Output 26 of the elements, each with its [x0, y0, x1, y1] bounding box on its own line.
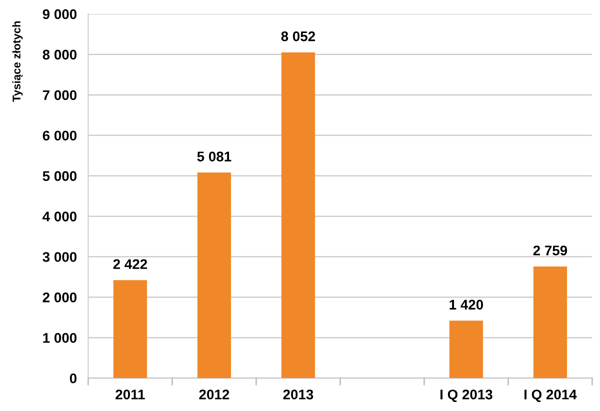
- y-tick-label: 0: [70, 373, 77, 384]
- y-tick-label: 1 000: [43, 332, 77, 343]
- y-tick-label: 4 000: [42, 212, 77, 222]
- data-label: 8 052: [281, 31, 316, 42]
- x-tick-label: 2011: [116, 390, 145, 400]
- data-label: 2 759: [533, 246, 568, 256]
- y-tick-label: 5 000: [42, 171, 77, 181]
- bar: [533, 266, 567, 378]
- data-label: 5 081: [197, 152, 232, 162]
- y-tick-label: 2 000: [42, 292, 77, 302]
- y-tick-label: 6 000: [42, 130, 77, 141]
- x-tick-label: I Q 2013: [440, 390, 492, 402]
- data-label: 2 422: [113, 259, 148, 269]
- data-label: 1 420: [450, 300, 484, 310]
- y-tick-label: 3 000: [42, 252, 77, 262]
- y-axis-title: Tysiące złotych: [12, 21, 23, 102]
- y-tick-label: 8 000: [42, 50, 77, 60]
- bar: [449, 320, 483, 378]
- bar: [113, 280, 147, 378]
- bar: [197, 172, 231, 378]
- x-tick-label: 2012: [199, 390, 230, 400]
- y-tick-label: 7 000: [42, 90, 77, 100]
- y-tick-label: 9 000: [42, 9, 77, 20]
- x-tick-label: I Q 2014: [524, 390, 577, 402]
- bar: [281, 52, 315, 378]
- x-tick-label: 2013: [283, 390, 314, 400]
